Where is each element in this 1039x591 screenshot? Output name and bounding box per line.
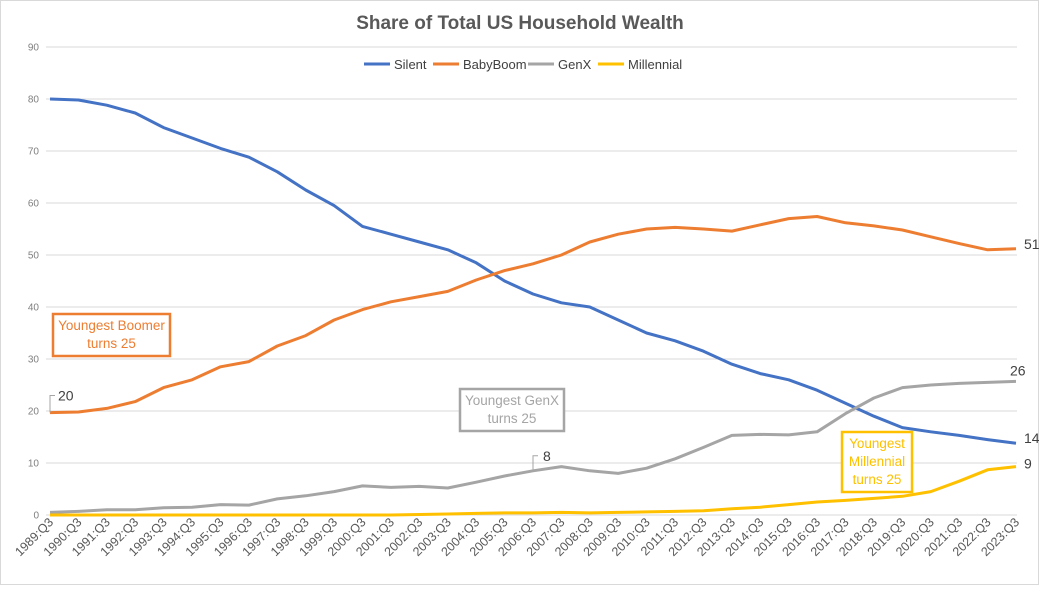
legend-label: Millennial xyxy=(628,57,682,72)
data-label: 51 xyxy=(1024,236,1039,252)
data-label: 9 xyxy=(1024,456,1032,472)
annotation-text: turns 25 xyxy=(853,472,902,487)
data-label: 20 xyxy=(58,388,74,404)
legend-item-babyboom[interactable]: BabyBoom xyxy=(433,57,527,72)
data-label: 14 xyxy=(1024,430,1039,446)
annotation-text: Youngest xyxy=(849,436,905,451)
y-tick-label: 20 xyxy=(28,407,40,418)
legend-item-millennial[interactable]: Millennial xyxy=(598,57,682,72)
annotation-box: Youngest Boomer turns 25 xyxy=(51,312,172,358)
data-label: 8 xyxy=(543,448,551,464)
data-label: 26 xyxy=(1010,362,1026,378)
annotation-text: Millennial xyxy=(849,454,905,469)
annotation-text: Youngest GenX xyxy=(465,393,559,408)
y-tick-label: 30 xyxy=(28,355,40,366)
annotation-box: Youngest GenX turns 25 xyxy=(458,387,566,433)
legend-label: Silent xyxy=(394,57,427,72)
y-tick-label: 80 xyxy=(28,95,40,106)
annotation-text: Youngest Boomer xyxy=(58,318,165,333)
y-tick-label: 70 xyxy=(28,147,40,158)
legend-item-silent[interactable]: Silent xyxy=(364,57,427,72)
leader-line xyxy=(49,395,55,413)
legend-item-genx[interactable]: GenX xyxy=(528,57,592,72)
y-tick-label: 50 xyxy=(28,251,40,262)
y-tick-label: 0 xyxy=(33,511,39,522)
legend-label: GenX xyxy=(558,57,592,72)
leader-line xyxy=(532,455,538,471)
y-tick-label: 10 xyxy=(28,459,40,470)
y-tick-label: 60 xyxy=(28,199,40,210)
series-line-millennial xyxy=(50,465,1017,517)
annotation-text: turns 25 xyxy=(87,336,136,351)
annotation-text: turns 25 xyxy=(488,411,537,426)
annotation-box: Youngest Millennial turns 25 xyxy=(840,430,914,494)
series-line-babyboom xyxy=(49,215,1017,415)
y-tick-label: 40 xyxy=(28,303,40,314)
chart-title: Share of Total US Household Wealth xyxy=(356,13,684,34)
y-tick-label: 90 xyxy=(28,43,40,54)
legend-label: BabyBoom xyxy=(463,57,527,72)
